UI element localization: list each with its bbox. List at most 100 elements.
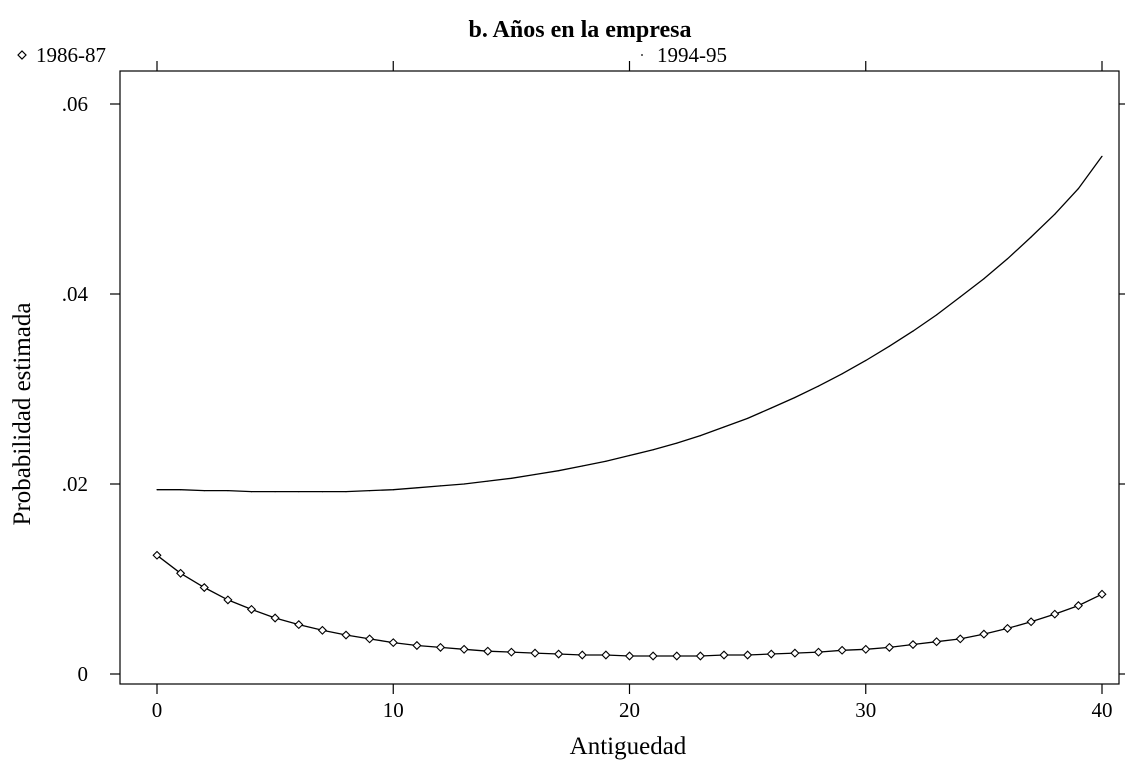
- y-tick-label: .04: [62, 282, 89, 306]
- data-point-1994-95: [298, 491, 300, 493]
- data-point-1986-87: [1002, 623, 1013, 633]
- data-point-1986-87: [317, 625, 327, 635]
- data-point-1994-95: [1101, 155, 1103, 157]
- data-point-1986-87: [624, 651, 635, 661]
- data-point-1994-95: [345, 491, 347, 493]
- data-point-1994-95: [652, 449, 654, 451]
- data-point-1994-95: [959, 296, 961, 298]
- data-point-1994-95: [180, 489, 182, 491]
- data-point-1994-95: [865, 359, 867, 362]
- data-point-1986-87: [813, 647, 824, 657]
- data-point-1986-87: [506, 647, 516, 657]
- data-point-1994-95: [888, 345, 891, 347]
- y-axis: 0 .02 .04 .06: [62, 92, 1125, 686]
- data-point-1986-87: [577, 650, 587, 660]
- data-point-1986-87: [483, 646, 493, 656]
- data-point-1994-95: [723, 426, 725, 428]
- legend-label-1994-95: 1994-95: [657, 43, 727, 67]
- data-point-1994-95: [770, 407, 772, 409]
- y-tick-label: .02: [62, 472, 88, 496]
- data-point-1994-95: [794, 396, 796, 399]
- data-point-1986-87: [1097, 589, 1107, 599]
- chart-title: b. Años en la empresa: [469, 17, 692, 43]
- data-point-1994-95: [817, 385, 820, 387]
- data-point-1986-87: [672, 651, 682, 661]
- data-point-1994-95: [1030, 236, 1032, 238]
- data-point-1986-87: [1073, 601, 1083, 611]
- x-tick-label: 0: [152, 698, 163, 722]
- data-point-1986-87: [554, 649, 564, 659]
- legend: 1986-87 1994-95: [17, 43, 727, 67]
- data-point-1986-87: [955, 634, 965, 644]
- data-point-1994-95: [841, 373, 843, 375]
- data-point-1986-87: [270, 613, 280, 623]
- data-point-1994-95: [321, 491, 323, 493]
- data-point-1994-95: [605, 460, 607, 462]
- legend-marker-1994-95: [641, 54, 643, 56]
- data-point-1986-87: [341, 630, 351, 640]
- data-point-1994-95: [250, 491, 253, 493]
- series-line-1994-95: [157, 155, 1103, 493]
- y-tick-label: 0: [78, 662, 89, 686]
- data-point-1994-95: [676, 442, 678, 444]
- data-point-1994-95: [983, 278, 985, 280]
- data-point-1986-87: [152, 550, 162, 560]
- legend-label-1986-87: 1986-87: [36, 43, 106, 67]
- plot-frame: [119, 70, 1120, 685]
- data-point-1986-87: [790, 648, 800, 658]
- data-point-1986-87: [766, 649, 776, 659]
- data-point-1994-95: [227, 490, 229, 492]
- data-point-1986-87: [932, 637, 942, 647]
- data-point-1986-87: [1026, 617, 1036, 627]
- data-point-1994-95: [558, 470, 560, 472]
- data-point-1994-95: [369, 490, 371, 492]
- data-point-1994-95: [581, 465, 583, 467]
- data-point-1994-95: [487, 480, 489, 482]
- data-point-1986-87: [861, 644, 871, 654]
- data-point-1994-95: [392, 489, 394, 491]
- data-point-1986-87: [223, 595, 233, 605]
- data-point-1986-87: [199, 583, 209, 593]
- x-tick-label: 30: [855, 698, 876, 722]
- data-point-1986-87: [176, 568, 186, 578]
- data-point-1994-95: [534, 473, 536, 476]
- data-point-1994-95: [416, 487, 418, 489]
- data-point-1994-95: [1006, 258, 1009, 260]
- y-tick-label: .06: [62, 92, 88, 116]
- data-point-1986-87: [365, 634, 375, 644]
- data-point-1986-87: [388, 638, 398, 648]
- data-point-1994-95: [628, 454, 631, 457]
- data-point-1994-95: [510, 477, 512, 479]
- data-point-1994-95: [156, 489, 158, 491]
- x-tick-label: 10: [383, 698, 404, 722]
- data-point-1986-87: [412, 640, 422, 651]
- data-point-1986-87: [837, 645, 847, 655]
- x-tick-label: 20: [619, 698, 640, 722]
- data-point-1994-95: [439, 485, 442, 487]
- data-point-1994-95: [936, 314, 938, 316]
- y-axis-label: Probabilidad estimada: [9, 303, 36, 526]
- data-point-1994-95: [463, 483, 465, 485]
- x-tick-label: 40: [1092, 698, 1113, 722]
- legend-marker-1986-87: [17, 50, 27, 60]
- data-point-1986-87: [719, 650, 729, 660]
- data-point-1986-87: [648, 651, 658, 661]
- data-point-1986-87: [530, 648, 540, 658]
- data-point-1986-87: [246, 604, 257, 614]
- data-point-1986-87: [743, 650, 753, 660]
- series-layer: [152, 155, 1107, 661]
- data-point-1986-87: [601, 650, 611, 660]
- data-point-1986-87: [979, 629, 989, 639]
- data-point-1986-87: [884, 642, 894, 652]
- data-point-1994-95: [912, 330, 914, 332]
- data-point-1986-87: [1050, 609, 1060, 619]
- data-point-1986-87: [294, 620, 304, 630]
- data-point-1994-95: [747, 417, 749, 419]
- data-point-1994-95: [699, 435, 702, 437]
- x-axis: 0 10 20 30 40: [152, 61, 1113, 722]
- data-point-1986-87: [695, 651, 705, 661]
- data-point-1994-95: [274, 491, 276, 493]
- data-point-1986-87: [435, 642, 446, 652]
- data-point-1994-95: [1077, 188, 1079, 190]
